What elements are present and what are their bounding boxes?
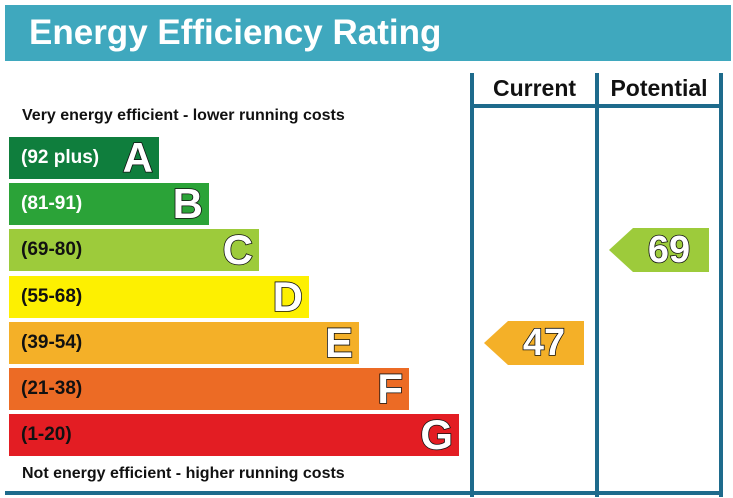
band-f: (21-38) F — [9, 365, 409, 413]
title-bar: Energy Efficiency Rating — [5, 5, 731, 61]
potential-rating-arrow: 69 — [609, 228, 709, 273]
band-letter: C — [222, 226, 254, 274]
band-range: (21-38) — [21, 378, 83, 399]
band-range: (92 plus) — [21, 147, 100, 168]
band-a: (92 plus) A — [9, 134, 159, 182]
potential-rating-value: 69 — [647, 229, 691, 273]
band-letter: B — [172, 180, 204, 228]
current-arrow-shape — [484, 320, 584, 365]
band-range: (55-68) — [21, 285, 83, 307]
band-range: (39-54) — [21, 331, 83, 353]
band-d: (55-68) D — [9, 272, 309, 320]
band-range: (81-91) — [21, 193, 83, 215]
potential-column-right-border — [719, 73, 723, 497]
current-rating-value: 47 — [522, 321, 566, 365]
column-divider — [595, 73, 599, 497]
band-letter: E — [324, 318, 354, 366]
current-rating-arrow: 47 — [484, 320, 584, 365]
band-letter: D — [272, 272, 304, 320]
band-letter: A — [122, 134, 154, 182]
potential-arrow-shape — [609, 228, 709, 273]
header-divider — [470, 104, 723, 108]
potential-column-header: Potential — [610, 75, 708, 101]
band-letter: G — [420, 411, 454, 459]
band-c: (69-80) C — [9, 226, 259, 274]
current-column-header: Current — [492, 75, 577, 101]
bottom-border — [5, 491, 723, 495]
top-caption: Very energy efficient - lower running co… — [22, 107, 345, 124]
chart-title: Energy Efficiency Rating — [29, 13, 442, 52]
band-b: (81-91) B — [9, 180, 209, 228]
band-range: (1-20) — [21, 424, 72, 446]
bottom-caption: Not energy efficient - higher running co… — [22, 465, 345, 482]
band-letter: F — [377, 365, 404, 413]
band-g: (1-20) G — [9, 411, 459, 459]
band-range: (69-80) — [21, 239, 83, 261]
band-e: (39-54) E — [9, 318, 359, 366]
current-column-left-border — [470, 73, 474, 497]
